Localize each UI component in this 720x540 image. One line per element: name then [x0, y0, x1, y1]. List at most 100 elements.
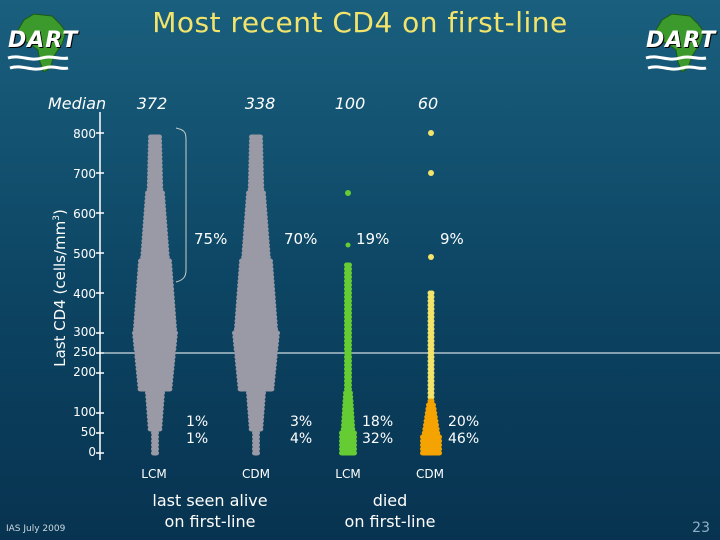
cdm-died-dot-row [427, 334, 435, 340]
cdm-died-dot-row [427, 310, 435, 316]
lcm-alive-dot-row [147, 426, 163, 432]
lcm-died-dot-row [340, 426, 356, 432]
lcm-alive-dot-row [133, 314, 177, 320]
lcm-died-dot-row [342, 406, 354, 412]
lcm-died-dot-row [344, 370, 352, 376]
cdm-died-dot-row [427, 394, 435, 400]
lcm-alive-dot-row [135, 294, 175, 300]
lcm-alive-dot-row [138, 258, 172, 264]
cdm-alive-dot-row [246, 394, 266, 400]
x-category-label: LCM [335, 467, 361, 481]
lcm-alive-dot-row [137, 266, 173, 272]
lcm-alive-dot-row [136, 378, 174, 384]
lcm-alive-dot-row [145, 402, 165, 408]
lcm-died-dot-row [344, 338, 352, 344]
lcm-alive-dot-row [134, 358, 176, 364]
cdm-died-dot [428, 130, 434, 136]
cdm-died-dot-row [420, 450, 442, 456]
cdm-died-dot-row [423, 422, 439, 428]
cdm-died-dot-row [427, 358, 435, 364]
cdm-alive-dot-row [237, 386, 275, 392]
cdm-alive-dot-row [248, 170, 264, 176]
lcm-died-dot-row [344, 298, 352, 304]
x-category-label: CDM [416, 467, 444, 481]
cdm-died-dot-row [422, 426, 440, 432]
cdm-died-dot-row [427, 386, 435, 392]
pct-low-cdm-died: 20% 46% [448, 414, 479, 448]
cdm-died-dot-row [427, 390, 435, 396]
cdm-alive-dot-row [234, 318, 278, 324]
cdm-died-dot [428, 170, 434, 176]
lcm-alive-dot-row [135, 290, 175, 296]
cdm-alive-dot-row [235, 306, 277, 312]
cdm-alive-dot-row [252, 442, 260, 448]
lcm-alive-dot-row [141, 242, 169, 248]
lcm-died-dot-row [339, 446, 357, 452]
lcm-alive-dot-row [146, 186, 164, 192]
cdm-alive-dot-row [235, 366, 277, 372]
lcm-alive-dot-row [145, 390, 165, 396]
lcm-died-dot-row [344, 270, 352, 276]
lcm-alive-dot-row [132, 334, 178, 340]
y-tick-label: 500 [73, 247, 96, 261]
cdm-alive-dot-row [248, 418, 264, 424]
cdm-alive-dot-row [234, 322, 278, 328]
cdm-alive-dot-row [248, 146, 264, 152]
cdm-alive-dot-row [235, 310, 277, 316]
pct-lt50: 32% [362, 431, 394, 447]
lcm-alive-dot-row [135, 366, 175, 372]
lcm-alive-dot-row [136, 282, 174, 288]
lcm-alive-dot-row [136, 278, 174, 284]
y-tick-label: 200 [73, 365, 96, 379]
lcm-alive-dot-row [133, 342, 177, 348]
cdm-died-dot-row [427, 294, 435, 300]
lcm-alive-dot-row [146, 414, 164, 420]
lcm-died-dot-row [339, 442, 357, 448]
cdm-alive-dot-row [243, 222, 269, 228]
logo-text: DART [646, 28, 717, 53]
pct-above-cdm-died: 9% [440, 230, 464, 248]
cdm-died-dot-row [427, 298, 435, 304]
cdm-died-dot-row [427, 290, 435, 296]
lcm-alive-dot-row [147, 174, 163, 180]
lcm-died-dot-row [339, 450, 357, 456]
median-label: Median [48, 94, 107, 113]
lcm-alive-dot-row [151, 430, 159, 436]
lcm-died-dot-row [342, 402, 354, 408]
cdm-died-dot-row [427, 342, 435, 348]
lcm-died-dot-row [344, 326, 352, 332]
bracket-line [175, 269, 187, 283]
cdm-alive-dot-row [236, 286, 276, 292]
pct-above-cdm-alive: 70% [284, 230, 318, 248]
median-cdm-alive: 338 [244, 94, 276, 113]
cdm-alive-dot-row [245, 198, 267, 204]
group-label-alive: last seen alive on first-line [130, 490, 290, 532]
lcm-died-dot-row [344, 350, 352, 356]
cdm-alive-dot-row [234, 350, 278, 356]
footer-note: IAS July 2009 [6, 524, 66, 534]
lcm-died-dot-row [341, 414, 355, 420]
lcm-alive-dot-row [136, 374, 174, 380]
pct-lt50: 46% [448, 431, 480, 447]
cdm-died-dot-row [421, 430, 441, 436]
pct-lt100: 18% [362, 414, 394, 430]
cdm-died-dot-row [423, 418, 439, 424]
lcm-died-dot-row [339, 434, 357, 440]
median-cdm-died: 60 [417, 94, 439, 113]
cdm-alive-dot-row [248, 174, 264, 180]
cdm-alive-dot-row [236, 374, 276, 380]
cdm-alive-dot-row [249, 134, 263, 140]
lcm-alive-dot-row [147, 142, 163, 148]
cdm-died-dot-row [426, 402, 436, 408]
cdm-died-dot-row [427, 378, 435, 384]
cdm-alive-dot-row [241, 246, 271, 252]
lcm-alive-dot-row [142, 230, 168, 236]
lcm-alive-dot-row [147, 158, 163, 164]
lcm-alive-dot-row [133, 346, 177, 352]
cdm-died-dot-row [427, 398, 435, 404]
cdm-alive-dot-row [252, 438, 260, 444]
lcm-died-dot-row [344, 314, 352, 320]
y-tick-label: 250 [73, 345, 96, 359]
lcm-alive-dot-row [146, 182, 164, 188]
